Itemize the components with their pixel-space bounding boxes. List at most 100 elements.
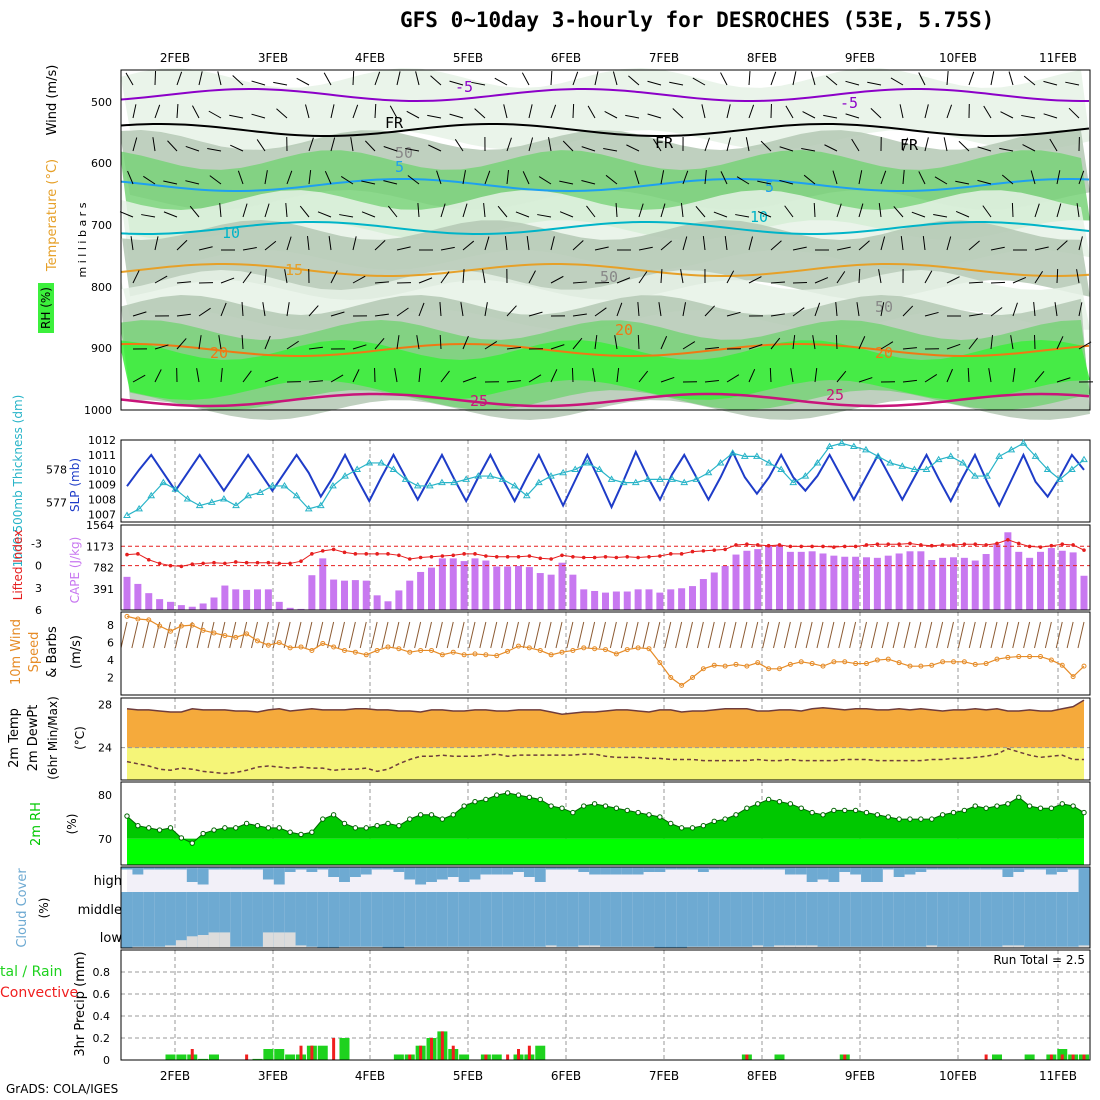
cloud-middle-bar xyxy=(426,892,437,922)
thickness-point xyxy=(329,481,337,489)
lifted-index-point xyxy=(429,554,434,559)
wind-barb xyxy=(484,170,491,185)
wind10m-point xyxy=(200,627,206,633)
cloud-middle-bar xyxy=(349,892,361,922)
wind-barb xyxy=(835,302,838,317)
wind-barb xyxy=(449,80,464,86)
thickness-point xyxy=(438,478,446,486)
contour-label: 50 xyxy=(875,298,893,316)
cloud-high-bar xyxy=(730,867,742,870)
cloud-high-bar xyxy=(426,867,437,882)
wind10m-tick: 6 xyxy=(107,637,114,650)
cape-bar xyxy=(297,608,305,610)
date-label-top: 7FEB xyxy=(649,51,679,65)
wind-barb xyxy=(660,376,675,383)
rh-shading xyxy=(121,220,1090,300)
wind-barb xyxy=(594,246,609,251)
rh-point xyxy=(265,825,272,831)
thickness-axis-label: 1000-500mb Thickness (dm) xyxy=(11,395,25,568)
wind-barb xyxy=(176,313,191,317)
wind10m-point xyxy=(1027,654,1033,660)
rh-point xyxy=(613,805,620,811)
cloud-high-bar xyxy=(861,867,872,882)
cape-bar xyxy=(221,585,229,610)
wind-barb xyxy=(878,269,882,284)
cape-bar xyxy=(515,565,522,610)
wind-barb xyxy=(858,268,861,284)
wind-barb xyxy=(1034,270,1044,284)
thickness-point xyxy=(135,504,143,512)
wind-barb xyxy=(1000,111,1014,119)
wind-barb xyxy=(748,236,754,251)
wind10m-tick: 2 xyxy=(107,672,114,685)
wind10m-point xyxy=(951,659,956,665)
cloud-low-amount xyxy=(197,935,209,948)
thickness-point xyxy=(716,458,725,466)
cloud-middle-bar xyxy=(741,892,753,922)
wind-barb xyxy=(374,240,386,251)
lifted-index-point xyxy=(679,552,684,556)
cloud-low-bar xyxy=(480,922,492,948)
cloud-low-amount xyxy=(795,945,807,948)
precip-total-bar xyxy=(274,1049,285,1060)
wind-barb xyxy=(192,105,200,119)
wind-barb xyxy=(176,281,191,284)
thickness-point xyxy=(1031,452,1040,459)
date-label-top: 10FEB xyxy=(939,51,977,65)
precip-conv-bar xyxy=(527,1045,531,1060)
cloud-middle-bar xyxy=(219,892,231,922)
wind-legend: Wind (m/s) xyxy=(45,65,60,136)
rh-point xyxy=(483,796,489,803)
cloud-middle-bar xyxy=(752,892,764,922)
wind-barb xyxy=(462,335,469,350)
wind10m-point xyxy=(668,675,674,681)
cloud-low-amount xyxy=(610,946,622,948)
temp2m-panel: 28 24 2m Temp 2m DewPt (6hr Min/Max) (°C) xyxy=(7,696,1091,781)
cloud-middle-bar xyxy=(513,892,524,922)
cape-bar xyxy=(656,592,664,610)
wind10m-point xyxy=(592,646,598,652)
date-label-bottom: 5FEB xyxy=(453,1069,483,1083)
rh-point xyxy=(1016,794,1022,800)
rh-point xyxy=(298,831,304,838)
thickness-point xyxy=(425,481,434,489)
wind10m-barb xyxy=(348,621,356,649)
temp2m-label3: (6hr Min/Max) xyxy=(46,696,60,780)
wind-barb xyxy=(836,271,846,284)
wind10m-point xyxy=(874,657,880,663)
rh-point xyxy=(233,825,239,831)
wind10m-barb xyxy=(675,621,683,649)
wind-barb xyxy=(757,180,772,185)
rh-point xyxy=(243,820,250,827)
cape-bar xyxy=(612,591,620,610)
cape-bar xyxy=(438,558,446,610)
wind-barb xyxy=(207,148,222,152)
temp2m-tick: 28 xyxy=(98,698,112,711)
wind-barb xyxy=(845,113,860,119)
wind-barb xyxy=(1034,370,1045,383)
thickness-point xyxy=(280,481,289,489)
temp2m-label2: 2m DewPt xyxy=(26,705,41,772)
rh-point xyxy=(559,805,565,811)
rh-point xyxy=(765,796,772,803)
wind10m-point xyxy=(505,648,511,654)
cape-bar xyxy=(1015,551,1023,610)
rh2m-unit: (%) xyxy=(65,814,79,835)
rh-point xyxy=(396,822,402,829)
cloud-high-bar xyxy=(817,867,829,880)
lifted-index-point xyxy=(353,552,358,556)
cape-bar xyxy=(852,556,860,610)
cape-bar xyxy=(167,601,174,610)
cloud-middle-bar xyxy=(915,892,927,922)
cloud-high-bar xyxy=(1045,867,1057,875)
cape-bar xyxy=(1080,575,1088,610)
thickness-point xyxy=(777,465,786,473)
cloud-middle-bar xyxy=(882,892,894,922)
wind-barb xyxy=(506,380,521,383)
rh-point xyxy=(548,803,554,809)
wind-barb xyxy=(581,146,596,152)
cloud-high-bar xyxy=(491,867,503,875)
wind-barb xyxy=(813,202,816,218)
rh-point xyxy=(1048,805,1055,811)
cape-bar xyxy=(873,557,881,610)
